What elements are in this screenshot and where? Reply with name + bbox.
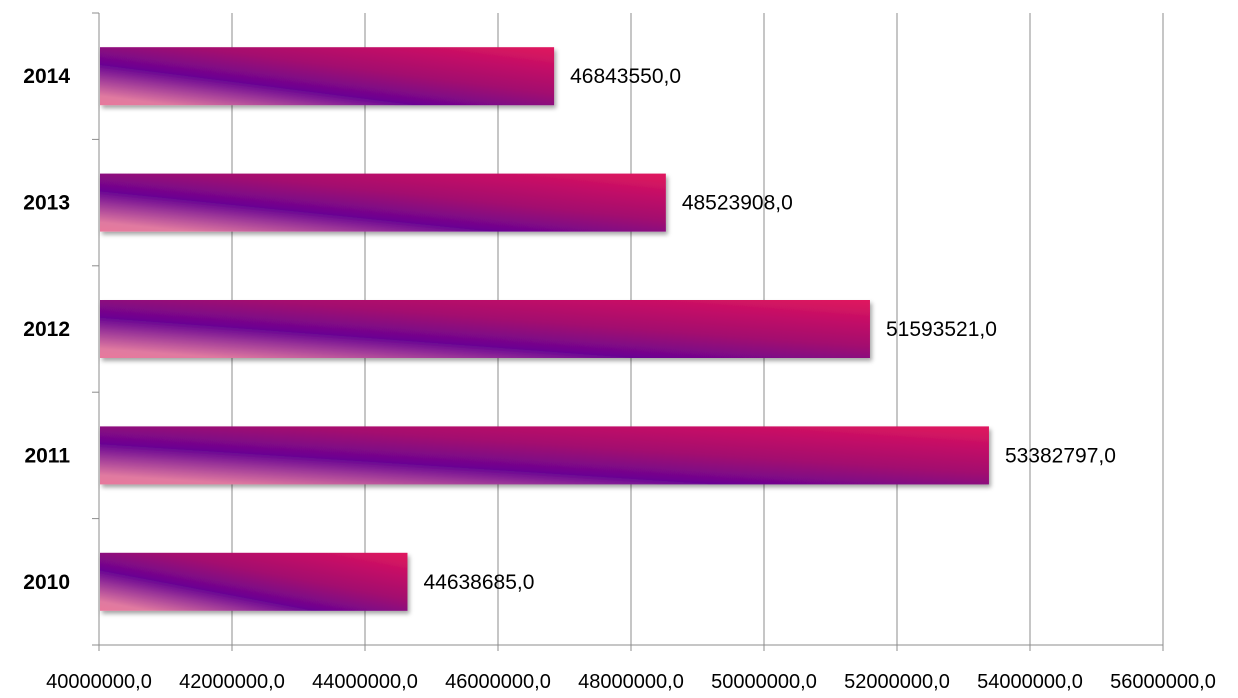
x-tick-label: 44000000,0 bbox=[312, 671, 418, 693]
bar-2012 bbox=[100, 300, 870, 358]
bar-2010 bbox=[100, 552, 408, 611]
bar-2013 bbox=[100, 173, 666, 232]
y-category-label: 2011 bbox=[24, 444, 70, 467]
y-category-label: 2012 bbox=[23, 318, 70, 341]
axes bbox=[92, 12, 1164, 651]
y-category-label: 2014 bbox=[23, 65, 70, 88]
x-tick-label: 42000000,0 bbox=[179, 671, 285, 693]
x-tick-label: 52000000,0 bbox=[844, 671, 950, 693]
data-label-2011: 53382797,0 bbox=[1005, 444, 1116, 467]
data-label-2013: 48523908,0 bbox=[682, 192, 793, 215]
bar-2014 bbox=[100, 47, 555, 106]
x-tick-label: 46000000,0 bbox=[445, 671, 551, 693]
labels: 40000000,0 42000000,0 44000000,0 46000000,0… bbox=[23, 65, 1216, 693]
bars bbox=[100, 47, 989, 611]
data-label-2014: 46843550,0 bbox=[570, 65, 681, 88]
data-label-2010: 44638685,0 bbox=[423, 571, 534, 594]
x-tick-label: 54000000,0 bbox=[977, 671, 1083, 693]
x-tick-label: 40000000,0 bbox=[46, 671, 152, 693]
x-tick-label: 56000000,0 bbox=[1110, 671, 1216, 693]
y-category-label: 2013 bbox=[23, 192, 70, 215]
x-tick-label: 48000000,0 bbox=[578, 671, 684, 693]
x-tick-label: 50000000,0 bbox=[711, 671, 817, 693]
bar-2011 bbox=[100, 426, 989, 485]
y-category-label: 2010 bbox=[23, 571, 70, 594]
data-label-2012: 51593521,0 bbox=[886, 318, 997, 341]
